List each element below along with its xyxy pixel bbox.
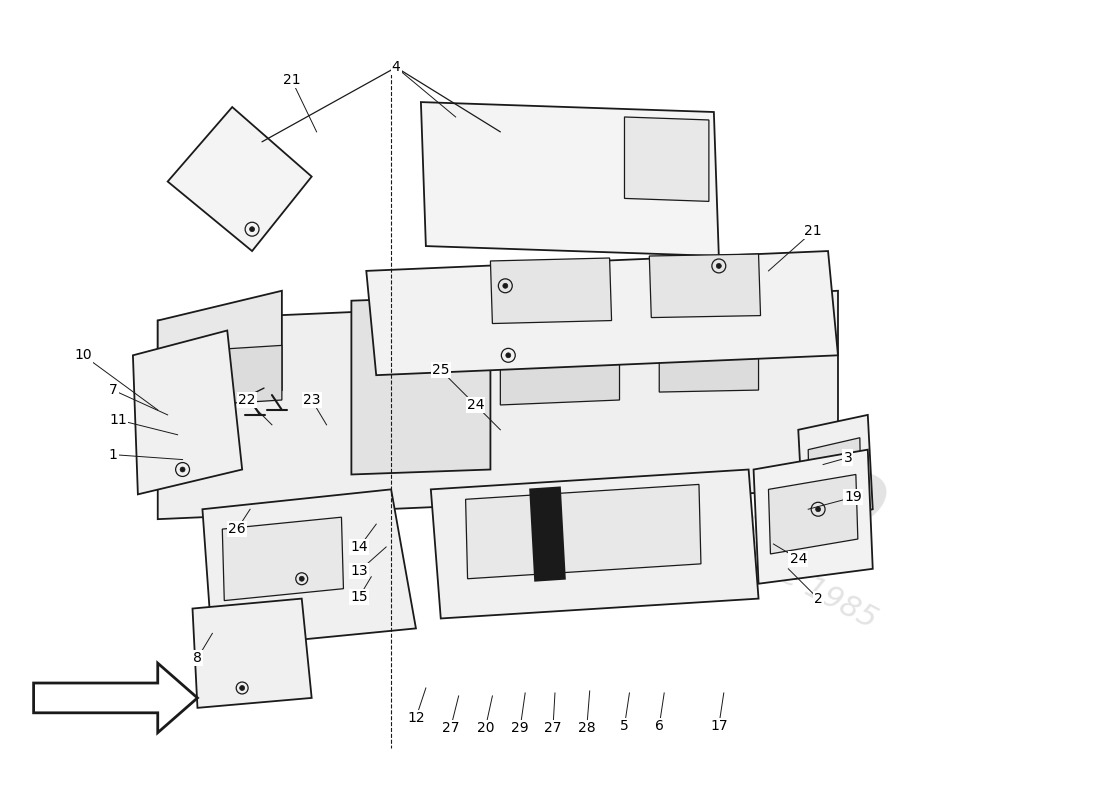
Polygon shape <box>431 470 759 618</box>
Text: 26: 26 <box>229 522 246 536</box>
Polygon shape <box>799 415 872 524</box>
Text: 7: 7 <box>109 383 118 397</box>
Text: since 1985: since 1985 <box>720 531 881 634</box>
Circle shape <box>503 283 508 288</box>
Polygon shape <box>491 258 612 323</box>
Text: 22: 22 <box>239 393 256 407</box>
Circle shape <box>299 576 305 582</box>
Polygon shape <box>351 296 491 474</box>
Circle shape <box>506 353 510 358</box>
Text: a passion for: a passion for <box>653 460 840 578</box>
Text: 25: 25 <box>432 363 450 378</box>
Text: 24: 24 <box>790 552 807 566</box>
Polygon shape <box>754 450 872 584</box>
Polygon shape <box>500 330 619 405</box>
Polygon shape <box>192 598 311 708</box>
Polygon shape <box>530 487 565 581</box>
Circle shape <box>250 226 254 232</box>
Polygon shape <box>769 474 858 554</box>
Circle shape <box>815 506 821 512</box>
Text: 6: 6 <box>654 718 663 733</box>
Text: 3: 3 <box>844 450 852 465</box>
Text: 10: 10 <box>75 348 92 362</box>
Text: 24: 24 <box>466 398 484 412</box>
Text: 23: 23 <box>302 393 320 407</box>
Polygon shape <box>167 107 311 251</box>
Polygon shape <box>808 438 861 502</box>
Polygon shape <box>649 254 760 318</box>
Text: 13: 13 <box>351 564 369 578</box>
Polygon shape <box>202 346 282 405</box>
Text: 17: 17 <box>710 718 727 733</box>
Text: 1: 1 <box>109 448 118 462</box>
Text: 14: 14 <box>351 540 369 554</box>
Text: 8: 8 <box>192 651 202 665</box>
Polygon shape <box>222 517 343 601</box>
Text: 20: 20 <box>476 721 494 734</box>
Text: 12: 12 <box>407 710 425 725</box>
Polygon shape <box>625 117 708 202</box>
Text: 15: 15 <box>351 590 369 604</box>
Circle shape <box>180 467 185 472</box>
Text: 2: 2 <box>814 592 823 606</box>
Text: 27: 27 <box>544 721 562 734</box>
Polygon shape <box>133 330 242 494</box>
Polygon shape <box>34 663 198 733</box>
Circle shape <box>240 686 244 690</box>
Text: europ: europ <box>588 326 905 554</box>
Polygon shape <box>366 251 838 375</box>
Polygon shape <box>157 290 838 519</box>
Text: 21: 21 <box>283 74 300 87</box>
Polygon shape <box>465 485 701 578</box>
Text: 28: 28 <box>578 721 595 734</box>
Polygon shape <box>202 490 416 648</box>
Text: 11: 11 <box>109 413 126 427</box>
Polygon shape <box>157 290 282 415</box>
Text: 4: 4 <box>392 60 400 74</box>
Text: 19: 19 <box>844 490 861 504</box>
Circle shape <box>716 263 722 269</box>
Text: 5: 5 <box>620 718 629 733</box>
Text: 27: 27 <box>442 721 460 734</box>
Polygon shape <box>659 329 759 392</box>
Text: 29: 29 <box>512 721 529 734</box>
Text: 21: 21 <box>804 224 822 238</box>
Polygon shape <box>421 102 718 256</box>
